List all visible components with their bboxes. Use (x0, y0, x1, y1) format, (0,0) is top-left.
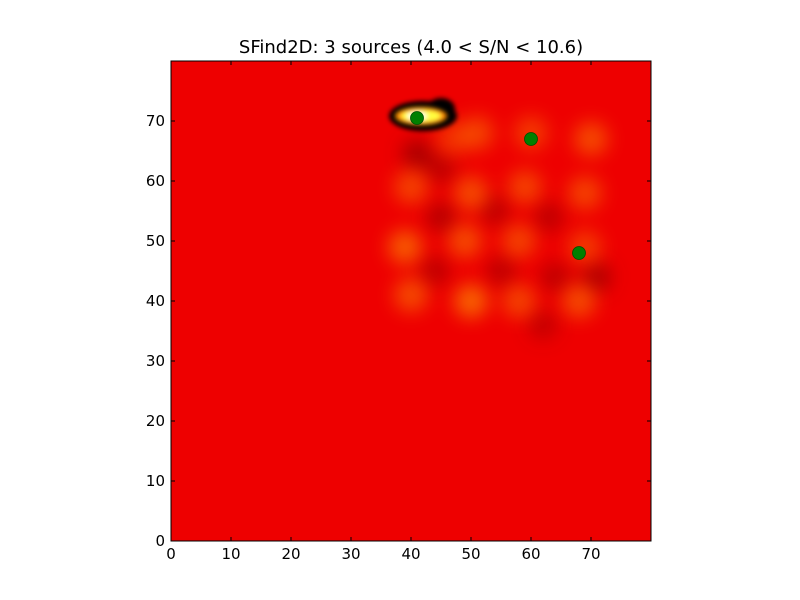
y-tick-label: 70 (146, 112, 165, 130)
heatmap-bright-blob (448, 224, 482, 258)
x-tick-label: 50 (461, 545, 480, 563)
y-tick-label: 0 (155, 532, 165, 550)
heatmap-dark-blob (426, 202, 456, 232)
heatmap-bright-blob (568, 230, 602, 264)
heatmap-dark-blob (480, 196, 510, 226)
x-tick-label: 40 (401, 545, 420, 563)
heatmap-dark-blob (486, 256, 516, 286)
y-tick-label: 30 (146, 352, 165, 370)
y-tick-label: 50 (146, 232, 165, 250)
y-tick-label: 60 (146, 172, 165, 190)
heatmap-dark-blob (402, 139, 432, 169)
heatmap-bright-blob (502, 224, 536, 258)
y-tick-label: 20 (146, 412, 165, 430)
source-marker (524, 132, 538, 146)
heatmap-bright-blob (562, 284, 596, 318)
x-tick-label: 30 (341, 545, 360, 563)
heatmap-dark-blob (420, 256, 450, 286)
heatmap-bright-blob (568, 176, 602, 210)
heatmap-bright-blob (394, 278, 428, 312)
source-marker (572, 246, 586, 260)
heatmap-bright-blob (508, 170, 542, 204)
heatmap-bright-blob (394, 170, 428, 204)
x-axis-ticks: 0 10 20 30 40 50 60 70 (166, 61, 601, 563)
x-tick-label: 10 (221, 545, 240, 563)
heatmap-bright-blob (454, 176, 488, 210)
heatmap-dark-regions (402, 139, 612, 340)
plot-area (171, 61, 651, 541)
y-axis-ticks: 0 10 20 30 40 50 60 70 (146, 112, 651, 550)
heatmap-dark-blob (534, 202, 564, 232)
heatmap-bright-blob (454, 284, 488, 318)
heatmap-dark-blob (582, 262, 612, 292)
heatmap-bright-blob (388, 230, 422, 264)
y-tick-label: 40 (146, 292, 165, 310)
chart-title: SFind2D: 3 sources (4.0 < S/N < 10.6) (239, 37, 583, 58)
x-tick-label: 60 (521, 545, 540, 563)
source-markers (410, 111, 586, 260)
heatmap-bright-blob (574, 122, 608, 156)
x-tick-label: 20 (281, 545, 300, 563)
x-tick-label: 70 (581, 545, 600, 563)
y-tick-label: 10 (146, 472, 165, 490)
heatmap-dark-blob (540, 262, 570, 292)
heatmap-dark-blob (426, 154, 456, 184)
x-tick-label: 0 (166, 545, 176, 563)
heatmap-dark-blob (528, 310, 558, 340)
heatmap-bright-blob (460, 116, 494, 150)
source-marker (410, 111, 424, 125)
heatmap-bright-blob (502, 284, 536, 318)
